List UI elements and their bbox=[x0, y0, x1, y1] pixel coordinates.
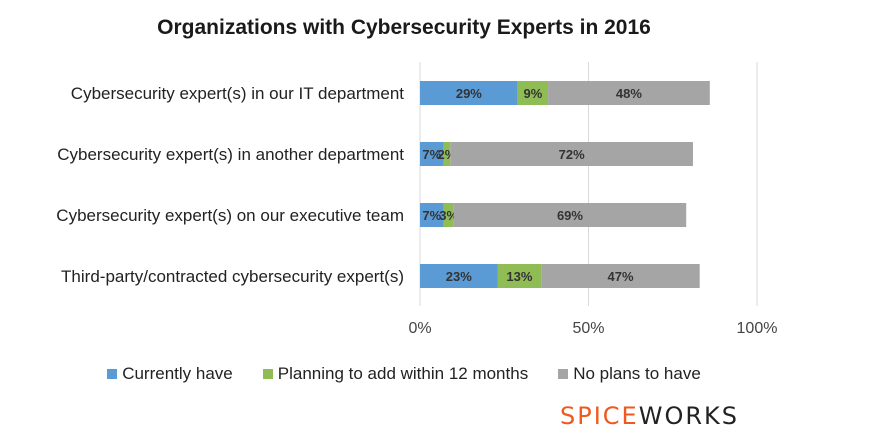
bar-value-label: 47% bbox=[607, 269, 633, 284]
legend-swatch bbox=[558, 369, 569, 379]
bar-segment bbox=[497, 264, 542, 288]
bar-value-label: 7% bbox=[422, 147, 441, 162]
spiceworks-logo: SPICEWORKS bbox=[560, 402, 739, 430]
legend-label: Currently have bbox=[122, 364, 233, 383]
brand-part-works: WORKS bbox=[638, 402, 739, 430]
bar-segment bbox=[443, 142, 451, 166]
legend-swatch bbox=[107, 369, 118, 379]
bar-value-label: 7% bbox=[422, 208, 441, 223]
chart-title: Organizations with Cybersecurity Experts… bbox=[157, 16, 651, 39]
category-label: Cybersecurity expert(s) in our IT depart… bbox=[71, 84, 404, 103]
bar-segment bbox=[541, 264, 700, 288]
bar-segment bbox=[420, 142, 444, 166]
x-tick-label: 50% bbox=[572, 320, 604, 337]
category-label: Cybersecurity expert(s) in another depar… bbox=[57, 145, 404, 164]
x-tick-label: 0% bbox=[408, 320, 431, 337]
bar-value-label: 3% bbox=[439, 208, 458, 223]
bar-segment bbox=[450, 142, 693, 166]
legend-label: Planning to add within 12 months bbox=[277, 364, 529, 383]
bar-segment bbox=[420, 81, 518, 105]
bar-segment bbox=[443, 203, 454, 227]
bar-segment bbox=[420, 264, 498, 288]
bar-chart: Cybersecurity expert(s) in our IT depart… bbox=[56, 62, 778, 337]
legend: Currently have Planning to add within 12 … bbox=[0, 364, 808, 384]
legend-swatch bbox=[262, 369, 273, 379]
category-label: Third-party/contracted cybersecurity exp… bbox=[61, 267, 404, 286]
bar-segment bbox=[548, 81, 710, 105]
category-label: Cybersecurity expert(s) on our executive… bbox=[56, 206, 404, 225]
bar-value-label: 13% bbox=[506, 269, 532, 284]
x-tick-label: 100% bbox=[737, 320, 778, 337]
brand-part-spice: SPICE bbox=[560, 402, 639, 430]
bar-value-label: 29% bbox=[456, 86, 482, 101]
bar-value-label: 69% bbox=[557, 208, 583, 223]
legend-item: Planning to add within 12 months bbox=[262, 364, 529, 384]
bar-segment bbox=[517, 81, 549, 105]
legend-label: No plans to have bbox=[573, 364, 701, 383]
bar-value-label: 23% bbox=[446, 269, 472, 284]
legend-item: Currently have bbox=[107, 364, 233, 384]
bar-value-label: 9% bbox=[523, 86, 542, 101]
bar-segment bbox=[420, 203, 444, 227]
bar-value-label: 72% bbox=[559, 147, 585, 162]
bar-value-label: 48% bbox=[616, 86, 642, 101]
legend-item: No plans to have bbox=[558, 364, 701, 384]
bar-segment bbox=[453, 203, 687, 227]
